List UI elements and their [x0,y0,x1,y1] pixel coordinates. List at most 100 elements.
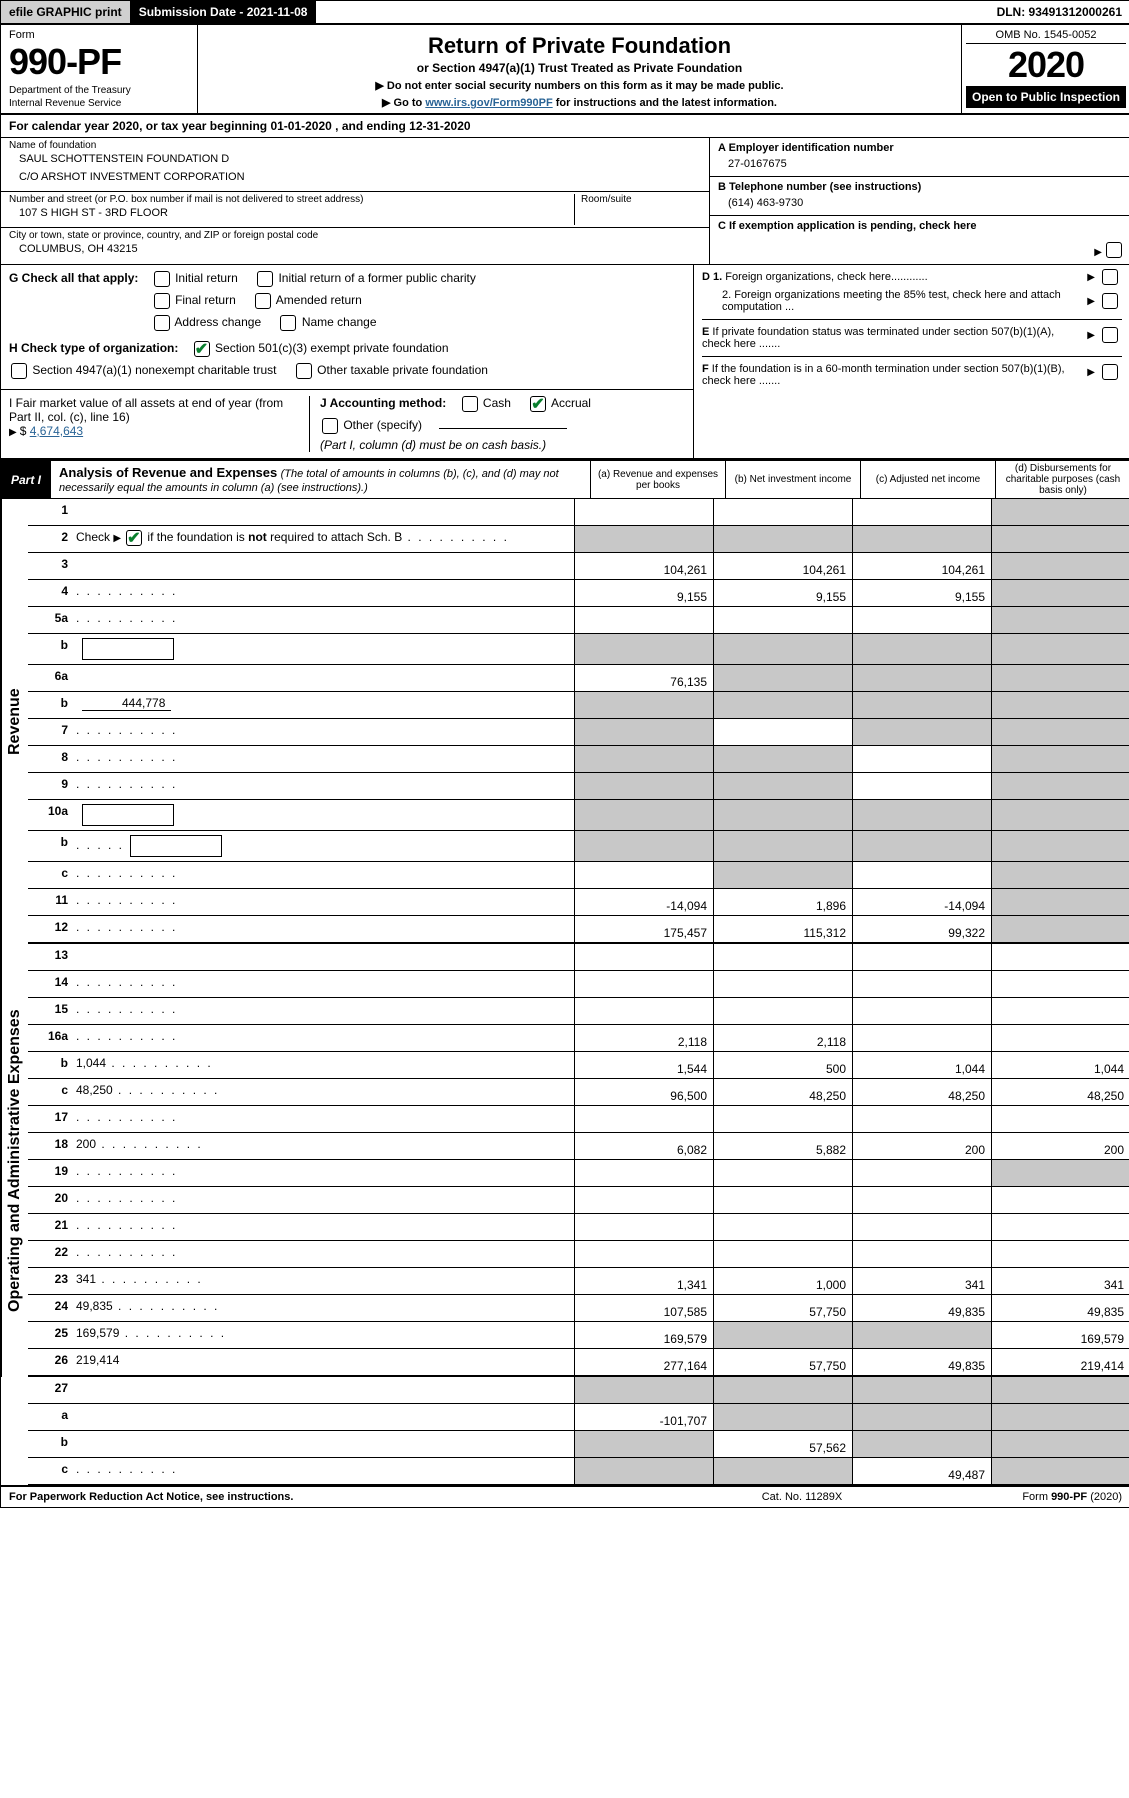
cell-c [852,719,991,745]
cell-a: 1,544 [574,1052,713,1078]
cell-c [852,634,991,664]
cell-a: -14,094 [574,889,713,915]
row-desc [72,1377,574,1403]
d2-checkbox[interactable] [1102,293,1118,309]
row-number: 15 [28,998,72,1024]
row-number: 4 [28,580,72,606]
addr-label: Number and street (or P.O. box number if… [9,194,574,205]
row-desc [72,1214,574,1240]
row-desc: 49,835 [72,1295,574,1321]
cell-b: 500 [713,1052,852,1078]
expenses-section: Operating and Administrative Expenses 13… [1,944,1129,1377]
table-row: b [28,831,1129,862]
row-desc [72,1458,574,1484]
g-opt-initial[interactable]: Initial return [152,271,238,285]
row-number: 2 [28,526,72,552]
j-note: (Part I, column (d) must be on cash basi… [320,438,685,452]
cell-b [713,998,852,1024]
row-number: 18 [28,1133,72,1159]
cell-a: 6,082 [574,1133,713,1159]
col-c-header: (c) Adjusted net income [860,461,995,498]
j-accrual[interactable]: Accrual [528,396,591,410]
cell-b [713,692,852,718]
g-opt-initial-former[interactable]: Initial return of a former public charit… [255,271,476,285]
cell-b [713,719,852,745]
cell-b [713,526,852,552]
col-d-header: (d) Disbursements for charitable purpose… [995,461,1129,498]
arrow-icon [1087,366,1098,378]
form-title: Return of Private Foundation [208,33,951,59]
row-number: 5a [28,607,72,633]
cell-b [713,1106,852,1132]
cell-d [991,889,1129,915]
room-label: Room/suite [581,194,701,205]
f-checkbox[interactable] [1102,364,1118,380]
row-number: 9 [28,773,72,799]
d1-checkbox[interactable] [1102,269,1118,285]
row-desc [72,998,574,1024]
row-number: 7 [28,719,72,745]
h-opt-other[interactable]: Other taxable private foundation [294,363,488,377]
row-desc [72,499,574,525]
instr-post: for instructions and the latest informat… [553,97,777,109]
inline-amount-box [130,835,222,857]
e-checkbox[interactable] [1102,327,1118,343]
j-cash[interactable]: Cash [460,396,511,410]
row-desc [72,773,574,799]
cell-c [852,1160,991,1186]
g-opt-amended[interactable]: Amended return [253,293,362,307]
table-row: 21 [28,1214,1129,1241]
row-number: 20 [28,1187,72,1213]
row-desc [72,1431,574,1457]
footer-cat: Cat. No. 11289X [702,1491,902,1503]
row-h: H Check type of organization: Section 50… [9,341,685,379]
cell-a [574,831,713,861]
h-opt-501c3[interactable]: Section 501(c)(3) exempt private foundat… [192,341,449,355]
row-desc: 444,778 [72,692,574,718]
irs-link[interactable]: www.irs.gov/Form990PF [425,97,552,109]
schb-checkbox[interactable] [126,530,142,546]
cell-b: 57,562 [713,1431,852,1457]
cell-a [574,1106,713,1132]
efile-print-button[interactable]: efile GRAPHIC print [1,1,131,23]
tax-year: 2020 [966,44,1126,86]
row-number: 14 [28,971,72,997]
table-row: c [28,862,1129,889]
g-opt-name[interactable]: Name change [278,315,376,329]
d1-text: Foreign organizations, check here.......… [725,271,927,283]
table-row: 12175,457115,31299,322 [28,916,1129,944]
cell-a: 9,155 [574,580,713,606]
cell-b [713,499,852,525]
cell-b [713,665,852,691]
tel-value: (614) 463-9730 [718,193,1122,211]
cell-d [991,499,1129,525]
cell-a [574,1187,713,1213]
cell-d: 200 [991,1133,1129,1159]
j-other[interactable]: Other (specify) [320,418,422,432]
dept-treasury: Department of the Treasury [9,85,189,96]
cell-d [991,665,1129,691]
g-opt-final[interactable]: Final return [152,293,236,307]
row-desc: 169,579 [72,1322,574,1348]
revenue-section: Revenue 12Check if the foundation is not… [1,499,1129,944]
exemption-checkbox[interactable] [1106,242,1122,258]
g-opt-address[interactable]: Address change [152,315,261,329]
foundation-name-2: C/O ARSHOT INVESTMENT CORPORATION [9,171,701,189]
i-value-link[interactable]: 4,674,643 [30,424,83,438]
row-number: 22 [28,1241,72,1267]
cell-b [713,1458,852,1484]
cell-a [574,607,713,633]
col-headers: (a) Revenue and expenses per books (b) N… [590,461,1129,498]
cell-c [852,1404,991,1430]
cell-d: 1,044 [991,1052,1129,1078]
h-opt-4947[interactable]: Section 4947(a)(1) nonexempt charitable … [9,363,276,377]
row-number: 27 [28,1377,72,1403]
cell-b [713,1404,852,1430]
cell-d [991,1160,1129,1186]
table-row: b57,562 [28,1431,1129,1458]
dln-number: DLN: 93491312000261 [989,1,1129,23]
table-row: b [28,634,1129,665]
cell-b: 57,750 [713,1349,852,1375]
row-desc [72,1025,574,1051]
header-mid: Return of Private Foundation or Section … [198,25,961,113]
